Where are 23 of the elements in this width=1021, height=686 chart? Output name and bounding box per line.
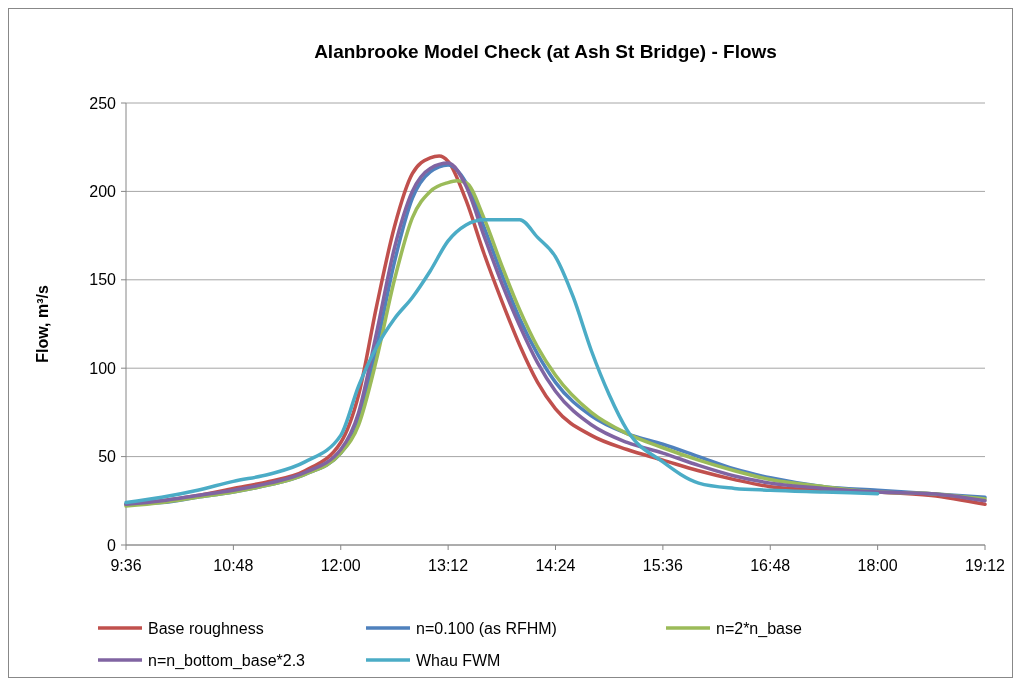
- chart-title: Alanbrooke Model Check (at Ash St Bridge) - Flows: [314, 41, 777, 62]
- legend-label: n=0.100 (as RFHM): [416, 619, 557, 637]
- line-series: [124, 217, 880, 505]
- x-tick-label: 13:12: [428, 557, 469, 574]
- legend-label: n=n_bottom_base*2.3: [148, 651, 306, 670]
- x-tick-label: 16:48: [750, 557, 791, 574]
- legend-label: Base roughness: [148, 619, 264, 637]
- y-tick-label: 0: [107, 536, 117, 554]
- x-tick-label: 18:00: [857, 557, 898, 574]
- x-tick-label: 15:36: [642, 557, 683, 574]
- y-tick-label: 50: [98, 448, 117, 466]
- x-tick-label: 14:24: [535, 557, 576, 574]
- y-axis-title: Flow, m³/s: [34, 285, 51, 363]
- y-tick-label: 250: [89, 94, 117, 112]
- x-tick-label: 12:00: [320, 557, 361, 574]
- x-tick-label: 10:48: [213, 557, 254, 574]
- y-tick-label: 150: [89, 271, 117, 289]
- legend-label: n=2*n_base: [716, 619, 802, 638]
- legend-label: Whau FWM: [416, 651, 501, 669]
- x-tick-label: 19:12: [964, 557, 1006, 574]
- x-tick-label: 9:36: [110, 557, 142, 574]
- y-tick-label: 100: [89, 359, 117, 377]
- y-tick-label: 200: [89, 183, 117, 200]
